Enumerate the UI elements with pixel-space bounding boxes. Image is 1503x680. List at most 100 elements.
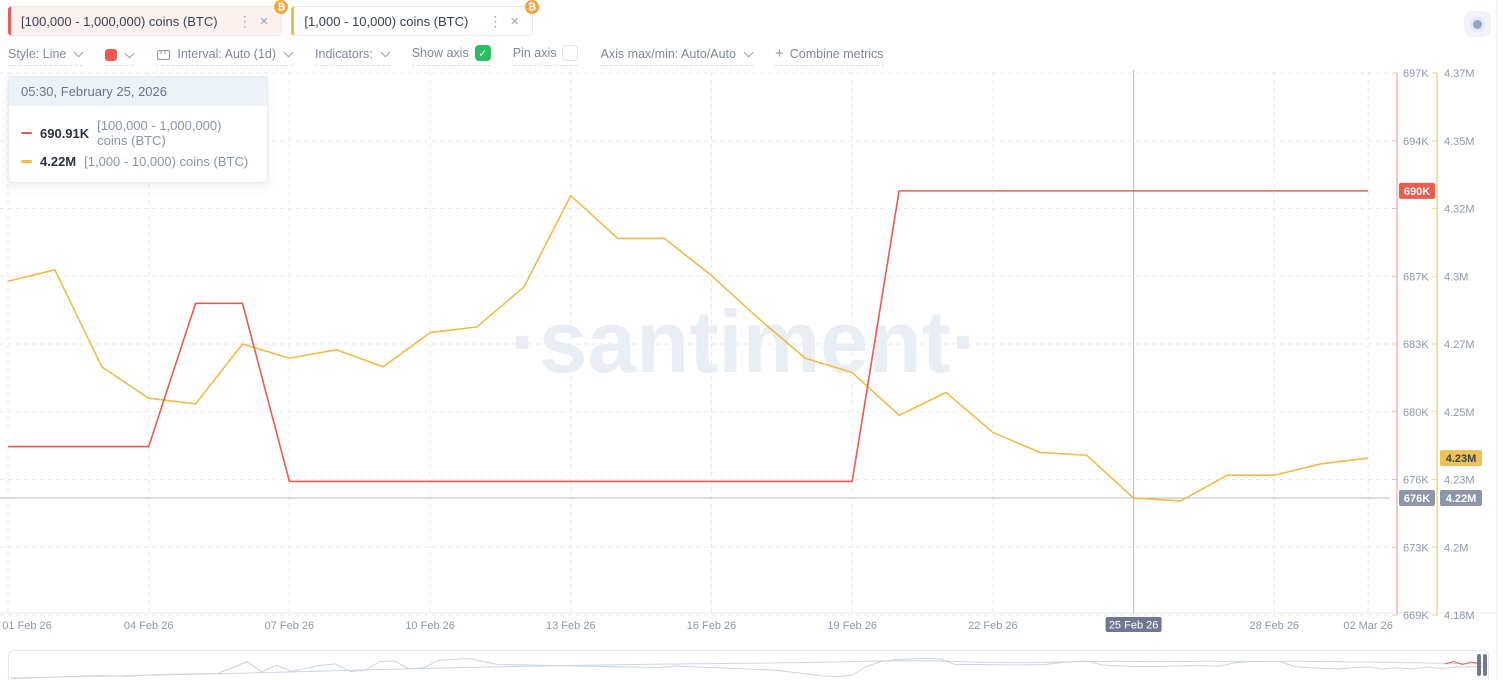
- svg-text:4.37M: 4.37M: [1444, 68, 1475, 80]
- tooltip-row: 4.22M [1,000 - 10,000) coins (BTC): [9, 151, 267, 172]
- tooltip-label: [100,000 - 1,000,000) coins (BTC): [97, 118, 222, 148]
- series-dash-icon: [21, 131, 32, 135]
- combine-metrics-button[interactable]: + Combine metrics: [774, 45, 884, 66]
- tooltip-row: 690.91K [100,000 - 1,000,000) coins (BTC…: [9, 115, 267, 151]
- color-picker[interactable]: [105, 48, 135, 66]
- watermark: ·santiment·: [510, 292, 980, 391]
- tooltip-date: 05:30, February 25, 2026: [9, 77, 267, 106]
- style-dropdown[interactable]: Style: Line: [8, 47, 84, 66]
- show-axis-label: Show axis: [411, 46, 469, 60]
- yellow-series-line: [7, 194, 1369, 502]
- navigator-svg: [10, 657, 1487, 680]
- chevron-down-icon: [743, 47, 754, 58]
- color-swatch: [105, 49, 118, 61]
- svg-text:10 Feb 26: 10 Feb 26: [405, 620, 455, 632]
- chart-svg: ·santiment·697K694K687K683K680K676K673K6…: [0, 68, 1497, 632]
- combine-metrics-label: Combine metrics: [789, 47, 884, 61]
- interval-label: Interval: Auto (1d): [177, 47, 277, 61]
- svg-text:4.23M: 4.23M: [1446, 453, 1477, 465]
- kebab-menu-icon[interactable]: ⋮: [488, 12, 503, 29]
- navigator-accent-mark: [1444, 660, 1481, 666]
- tooltip-value: 690.91K: [40, 125, 90, 141]
- svg-text:676K: 676K: [1404, 493, 1430, 505]
- pane-divider: [1496, 0, 1497, 680]
- svg-text:·santiment·: ·santiment·: [510, 292, 980, 391]
- svg-text:4.3M: 4.3M: [1444, 271, 1468, 283]
- tooltip-label: [1,000 - 10,000) coins (BTC): [84, 154, 249, 169]
- svg-text:697K: 697K: [1403, 68, 1429, 80]
- svg-text:4.18M: 4.18M: [1444, 610, 1475, 622]
- metric-chip-100k-1m[interactable]: [100,000 - 1,000,000) coins (BTC) ⋮ × ₿: [8, 0, 290, 36]
- chevron-down-icon: [283, 47, 294, 58]
- show-axis-checkbox[interactable]: ✓: [474, 45, 491, 61]
- show-axis-toggle[interactable]: Show axis ✓: [411, 45, 491, 66]
- bitcoin-badge-icon: ₿: [273, 0, 290, 15]
- time-range-navigator[interactable]: [8, 650, 1489, 680]
- check-icon: ✓: [478, 47, 488, 60]
- interval-dropdown[interactable]: Interval: Auto (1d): [156, 47, 294, 66]
- axis-badges: 690K 4.23M 676K 4.22M: [1399, 182, 1482, 507]
- metric-chip-label: [1,000 - 10,000) coins (BTC): [304, 13, 469, 29]
- style-label: Style: Line: [8, 47, 67, 61]
- svg-text:680K: 680K: [1403, 407, 1429, 419]
- svg-text:4.25M: 4.25M: [1444, 407, 1475, 419]
- svg-text:4.22M: 4.22M: [1446, 493, 1477, 505]
- chart-tooltip: 05:30, February 25, 2026 690.91K [100,00…: [8, 76, 268, 183]
- svg-text:673K: 673K: [1403, 542, 1429, 554]
- svg-text:4.27M: 4.27M: [1444, 339, 1475, 351]
- bitcoin-badge-icon: ₿: [524, 0, 541, 15]
- x-axis-labels: 01 Feb 26 04 Feb 26 07 Feb 26 10 Feb 26 13 F…: [2, 617, 1393, 632]
- navigator-series-b: [10, 657, 1487, 680]
- svg-text:28 Feb 26: 28 Feb 26: [1250, 620, 1300, 632]
- svg-text:4.2M: 4.2M: [1444, 542, 1468, 554]
- close-icon[interactable]: ×: [259, 12, 269, 30]
- chart-layout-button[interactable]: [1464, 11, 1491, 37]
- pin-axis-toggle[interactable]: Pin axis: [512, 45, 579, 66]
- pin-axis-checkbox[interactable]: [562, 45, 579, 61]
- red-series-line: [8, 190, 1369, 483]
- yellow-y-axis: 4.37M 4.35M 4.32M 4.3M 4.27M 4.25M 4.23M 4.2M 4.…: [1432, 68, 1475, 622]
- crosshair: [0, 70, 1390, 614]
- svg-text:676K: 676K: [1403, 475, 1429, 487]
- svg-text:04 Feb 26: 04 Feb 26: [124, 620, 174, 632]
- metric-chip-label: [100,000 - 1,000,000) coins (BTC): [21, 13, 218, 29]
- indicators-dropdown[interactable]: Indicators:: [315, 47, 391, 66]
- axis-maxmin-label: Axis max/min: Auto/Auto: [600, 47, 736, 61]
- svg-text:694K: 694K: [1403, 136, 1429, 148]
- tooltip-value: 4.22M: [40, 154, 77, 169]
- svg-text:690K: 690K: [1404, 186, 1430, 198]
- svg-text:19 Feb 26: 19 Feb 26: [827, 620, 877, 632]
- kebab-menu-icon[interactable]: ⋮: [237, 12, 252, 29]
- indicators-label: Indicators:: [315, 47, 373, 61]
- chevron-down-icon: [73, 47, 84, 58]
- metric-chip-1k-10k[interactable]: [1,000 - 10,000) coins (BTC) ⋮ × ₿: [291, 0, 541, 36]
- svg-text:13 Feb 26: 13 Feb 26: [546, 620, 596, 632]
- svg-text:4.23M: 4.23M: [1444, 475, 1475, 487]
- plus-icon: +: [774, 45, 784, 62]
- navigator-drag-handle[interactable]: [1477, 654, 1487, 676]
- svg-text:669K: 669K: [1403, 610, 1429, 622]
- handle-bar: [1483, 654, 1487, 676]
- svg-text:687K: 687K: [1403, 271, 1429, 283]
- svg-text:07 Feb 26: 07 Feb 26: [265, 620, 315, 632]
- svg-text:4.35M: 4.35M: [1444, 136, 1475, 148]
- chevron-down-icon: [380, 47, 391, 58]
- red-y-axis: 697K 694K 687K 683K 680K 676K 673K 669K: [1392, 68, 1429, 622]
- pin-axis-label: Pin axis: [512, 46, 557, 60]
- svg-text:22 Feb 26: 22 Feb 26: [968, 620, 1018, 632]
- svg-text:16 Feb 26: 16 Feb 26: [687, 620, 737, 632]
- axis-maxmin-dropdown[interactable]: Axis max/min: Auto/Auto: [600, 47, 754, 66]
- svg-text:01 Feb 26: 01 Feb 26: [2, 620, 52, 632]
- svg-text:4.32M: 4.32M: [1444, 204, 1475, 216]
- close-icon[interactable]: ×: [510, 12, 520, 30]
- svg-text:683K: 683K: [1403, 339, 1429, 351]
- tooltip-body: 690.91K [100,000 - 1,000,000) coins (BTC…: [9, 106, 267, 182]
- chart-toolbar: Style: Line Interval: Auto (1d) Indicato…: [8, 45, 884, 66]
- series-dash-icon: [21, 160, 32, 163]
- svg-text:02 Mar 26: 02 Mar 26: [1343, 620, 1393, 632]
- svg-text:25 Feb 26: 25 Feb 26: [1109, 620, 1159, 632]
- chevron-down-icon: [124, 48, 135, 59]
- dot-icon: [1473, 19, 1482, 29]
